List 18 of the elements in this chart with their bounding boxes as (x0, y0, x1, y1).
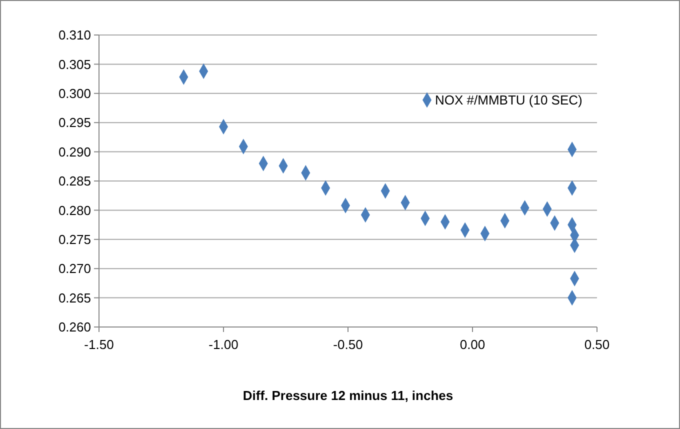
y-tick-label: 0.305 (58, 56, 91, 72)
y-tick-label: 0.260 (58, 320, 91, 335)
x-tick-label: -1.00 (208, 337, 238, 352)
x-tick-label: 0.00 (460, 337, 486, 352)
y-tick-label: 0.270 (58, 261, 91, 276)
x-tick-label: -1.50 (84, 337, 114, 352)
y-tick-label: 0.310 (58, 28, 91, 43)
x-axis-title: Diff. Pressure 12 minus 11, inches (242, 388, 454, 403)
legend-label: NOX #/MMBTU (10 SEC) (435, 92, 582, 108)
y-tick-label: 0.300 (58, 86, 91, 101)
x-tick-label: -0.50 (333, 337, 363, 352)
y-tick-label: 0.290 (58, 144, 91, 160)
y-tick-label: 0.265 (58, 290, 91, 306)
y-tick-label: 0.285 (58, 174, 91, 189)
y-tick-label: 0.280 (58, 202, 91, 218)
y-tick-label: 0.275 (58, 232, 91, 247)
y-tick-label: 0.295 (58, 115, 91, 130)
x-tick-label: 0.50 (584, 337, 610, 352)
